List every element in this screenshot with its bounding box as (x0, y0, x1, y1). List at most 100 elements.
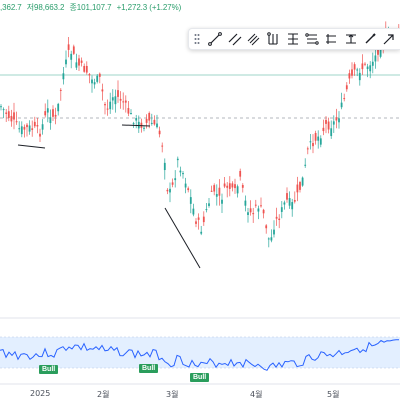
candle-body (158, 130, 161, 135)
candle-body (117, 90, 119, 97)
arrow-icon[interactable] (381, 30, 398, 48)
candle-body (0, 106, 2, 108)
candle-body (332, 121, 335, 125)
candle-body (145, 118, 148, 123)
candle-body (330, 128, 333, 137)
candle-body (65, 59, 67, 65)
candle-body (356, 69, 359, 71)
candle-body (2, 109, 5, 111)
candle-body (218, 187, 221, 196)
candle-body (351, 69, 353, 76)
candle-body (5, 112, 8, 114)
candle-body (70, 53, 73, 60)
price-range-icon[interactable] (342, 30, 359, 48)
ohlc-high: ,362.7 (0, 3, 22, 12)
candle-body (72, 46, 75, 54)
candle-body (93, 82, 96, 85)
candle-body (135, 118, 138, 121)
candle-body (31, 128, 34, 130)
candle-body (257, 208, 260, 212)
drawing-toolbar (188, 28, 400, 50)
brush-icon[interactable] (361, 30, 378, 48)
candle-body (301, 177, 304, 186)
candle-body (377, 46, 379, 55)
candle-body (119, 98, 122, 101)
candle-body (267, 238, 270, 240)
candle-body (345, 85, 348, 90)
candle-body (304, 164, 307, 166)
x-axis-label-feb: 2월 (97, 390, 110, 399)
candle-body (234, 184, 236, 189)
candle-body (340, 102, 343, 108)
fib-retracement-icon[interactable] (284, 30, 301, 48)
candle-body (96, 75, 99, 82)
candle-body (182, 173, 184, 175)
candle-body (288, 198, 291, 206)
candle-body (75, 62, 78, 68)
candle-body (111, 97, 114, 101)
candle-body (85, 65, 88, 73)
candle-body (122, 101, 125, 103)
x-axis-label-2025: 2025 (30, 389, 51, 398)
candle-body (169, 188, 171, 193)
candle-body (52, 109, 54, 117)
pattern-lines (17, 124, 201, 269)
ohlc-change: +1,272.3 (+1.27%) (116, 3, 182, 12)
candle-body (166, 189, 169, 192)
candle-body (371, 61, 374, 66)
candle-body (88, 74, 91, 76)
candle-body (26, 124, 28, 128)
candle-body (221, 199, 223, 204)
candle-body (252, 213, 255, 215)
candle-body (44, 111, 47, 116)
candle-body (78, 58, 80, 66)
candle-body (312, 143, 314, 147)
candle-body (41, 124, 44, 130)
candle-body (62, 73, 65, 80)
ohlc-low: 저98,663.2 (26, 3, 65, 12)
candle-body (283, 202, 286, 205)
pitchfork-icon[interactable] (265, 30, 282, 48)
candle-body (270, 237, 273, 241)
candle-body (317, 136, 320, 141)
candle-body (241, 185, 244, 188)
parallel-channel-icon[interactable] (226, 30, 243, 48)
bull-signal-badge: Bull (190, 373, 210, 382)
candle-body (249, 208, 252, 213)
candle-body (280, 207, 283, 212)
candle-body (28, 125, 31, 132)
candle-body (36, 125, 39, 127)
bull-signal-badge: Bull (139, 364, 159, 373)
pattern-line (17, 144, 46, 149)
candle-body (23, 126, 26, 130)
candle-body (171, 182, 174, 185)
candle-body (247, 212, 249, 215)
candle-body (161, 145, 164, 147)
candle-body (127, 108, 130, 114)
candle-body (124, 100, 127, 103)
long-position-icon[interactable] (303, 30, 320, 48)
candle-body (200, 231, 203, 234)
candle-body (179, 170, 182, 173)
candle-body (59, 89, 62, 91)
trend-line-icon[interactable] (207, 30, 224, 48)
candle-body (109, 101, 112, 110)
candle-body (299, 182, 301, 190)
candle-body (239, 170, 242, 177)
candle-body (335, 117, 338, 121)
candle-body (366, 66, 369, 70)
candle-body (296, 184, 299, 193)
x-axis-label-apr: 4월 (250, 390, 263, 399)
regression-channel-icon[interactable] (245, 30, 262, 48)
candle-body (156, 123, 158, 128)
range-icon[interactable] (323, 30, 340, 48)
candle-body (10, 115, 13, 122)
candle-body (20, 126, 23, 135)
candle-body (202, 216, 205, 223)
drag-handle-icon[interactable] (193, 32, 201, 46)
candle-body (57, 103, 60, 112)
candlestick-series (0, 21, 400, 248)
candle-body (54, 114, 57, 117)
candle-body (226, 185, 229, 188)
